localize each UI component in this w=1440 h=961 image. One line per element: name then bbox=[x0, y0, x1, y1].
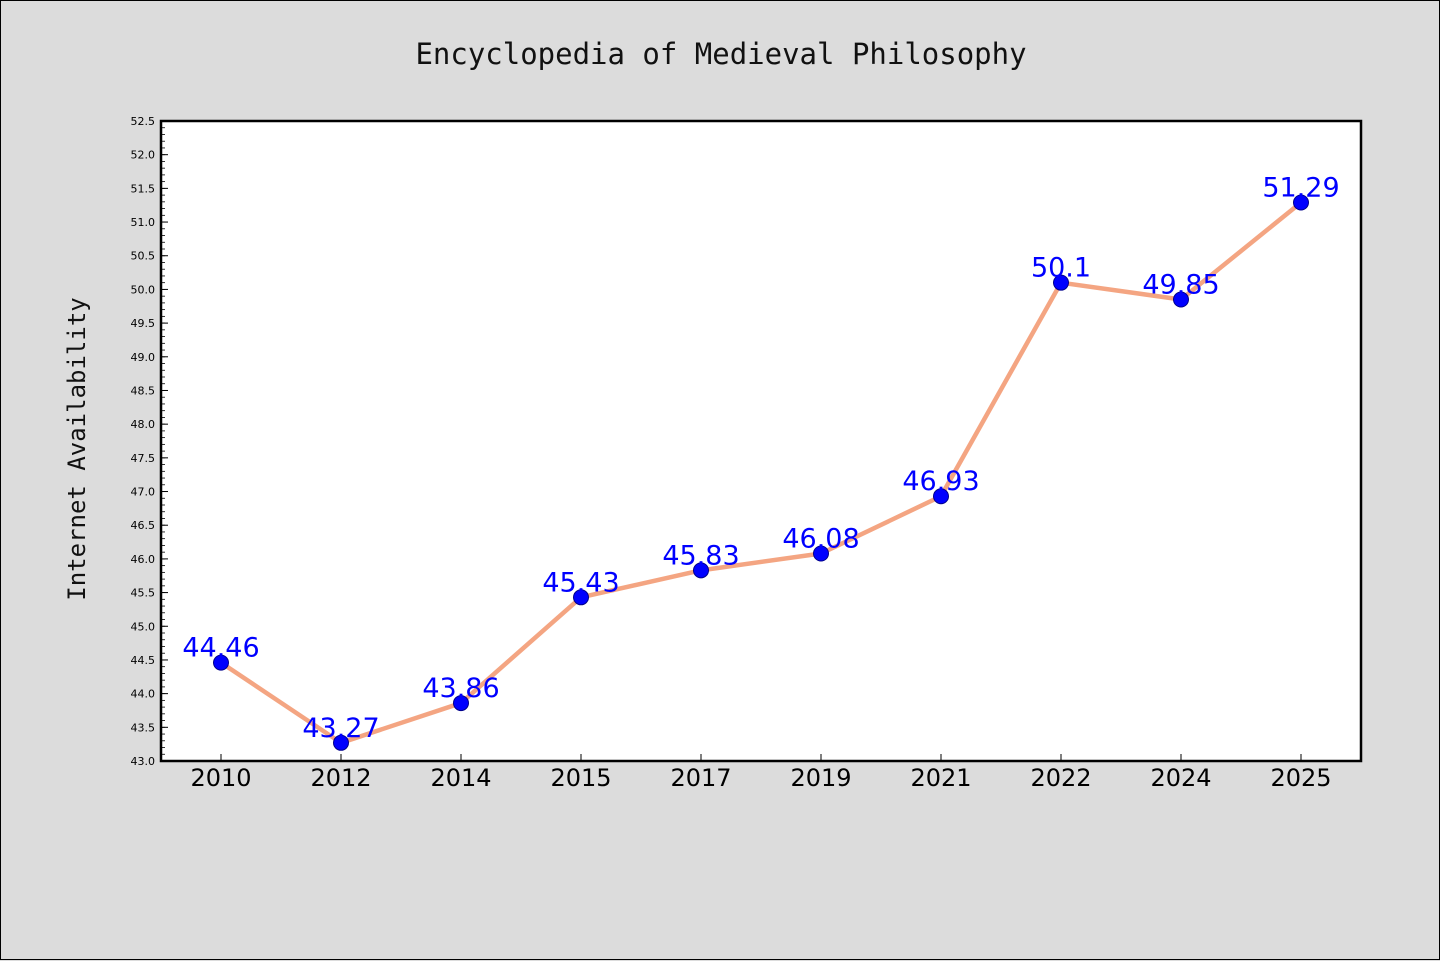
y-tick-label: 47.5 bbox=[131, 452, 156, 465]
plot-frame bbox=[159, 119, 1363, 763]
y-tick-label: 49.5 bbox=[131, 317, 156, 330]
x-tick-label: 2017 bbox=[670, 764, 731, 792]
data-label: 49.85 bbox=[1142, 270, 1219, 301]
y-tick-label: 44.5 bbox=[131, 654, 156, 667]
y-tick-label: 52.0 bbox=[131, 149, 156, 162]
x-tick-label: 2021 bbox=[910, 764, 971, 792]
data-label: 45.43 bbox=[542, 567, 619, 598]
y-tick-label: 43.0 bbox=[131, 755, 156, 768]
data-point bbox=[1173, 291, 1189, 308]
data-label: 51.29 bbox=[1262, 173, 1339, 204]
x-tick-label: 2015 bbox=[550, 764, 611, 792]
y-tick-label: 49.0 bbox=[131, 351, 156, 364]
x-tick-label: 2024 bbox=[1150, 764, 1211, 792]
data-point bbox=[1293, 194, 1309, 211]
x-tick-label: 2019 bbox=[790, 764, 851, 792]
chart-title: Encyclopedia of Medieval Philosophy bbox=[415, 37, 1026, 71]
data-point bbox=[453, 695, 469, 712]
y-tick-label: 43.5 bbox=[131, 721, 156, 734]
y-tick-label: 52.5 bbox=[131, 115, 156, 128]
data-label: 44.46 bbox=[182, 633, 259, 664]
data-label: 43.86 bbox=[422, 673, 499, 704]
data-point bbox=[333, 734, 349, 751]
data-label: 43.27 bbox=[302, 713, 379, 744]
data-label: 46.93 bbox=[902, 466, 979, 497]
y-axis: 43.0 43.5 44.0 44.5 45.0 45.5 46.0 46.5 47.0 47.5… bbox=[131, 115, 168, 768]
x-tick-label: 2025 bbox=[1270, 764, 1331, 792]
series-line bbox=[218, 200, 1304, 746]
x-tick-label: 2012 bbox=[310, 764, 371, 792]
y-tick-label: 50.5 bbox=[131, 250, 156, 263]
y-tick-label: 48.5 bbox=[131, 384, 156, 397]
y-tick-label: 48.0 bbox=[131, 418, 156, 431]
x-tick-label: 2014 bbox=[430, 764, 491, 792]
y-axis-label: Internet Availability bbox=[63, 297, 91, 600]
data-label: 45.83 bbox=[662, 540, 739, 571]
y-tick-label: 46.0 bbox=[131, 553, 156, 566]
data-point bbox=[693, 562, 709, 579]
data-point bbox=[933, 488, 949, 505]
y-tick-label: 45.5 bbox=[131, 587, 156, 600]
data-point bbox=[213, 654, 229, 671]
y-tick-label: 50.0 bbox=[131, 283, 156, 296]
data-point bbox=[1053, 274, 1069, 291]
x-tick-label: 2022 bbox=[1030, 764, 1091, 792]
data-point bbox=[573, 589, 589, 606]
data-label: 46.08 bbox=[782, 524, 859, 555]
y-tick-label: 46.5 bbox=[131, 519, 156, 532]
x-axis: 2010 2012 2014 2015 2017 2019 2021 2022 2024 2025 bbox=[190, 754, 1332, 792]
y-tick-label: 51.5 bbox=[131, 182, 156, 195]
series-layer: 44.46 43.27 43.86 45.43 45.83 46.08 46.93 50.1 4… bbox=[182, 173, 1340, 751]
data-point bbox=[813, 545, 829, 562]
y-tick-label: 47.0 bbox=[131, 486, 156, 499]
plot-area bbox=[161, 121, 1361, 761]
x-tick-label: 2010 bbox=[190, 764, 251, 792]
y-tick-label: 45.0 bbox=[131, 620, 156, 633]
y-tick-label: 44.0 bbox=[131, 688, 156, 701]
data-label: 50.1 bbox=[1031, 253, 1091, 284]
y-tick-label: 51.0 bbox=[131, 216, 156, 229]
